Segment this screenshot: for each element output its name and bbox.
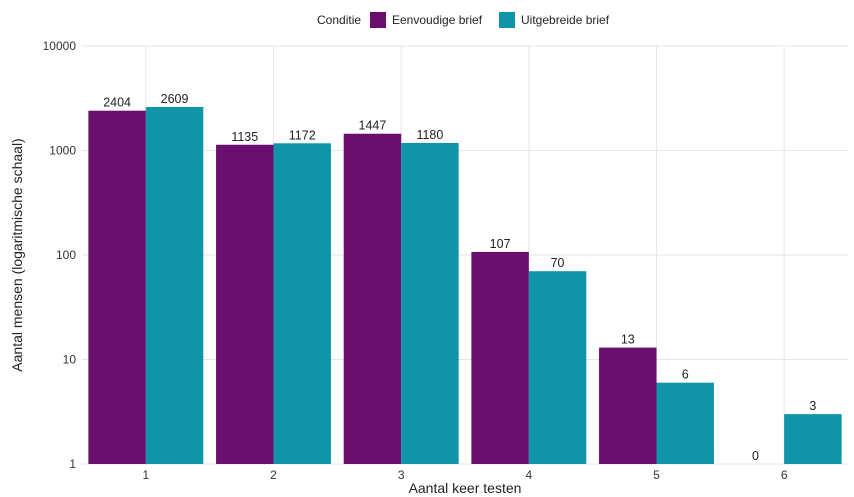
legend: Conditie Eenvoudige brief Uitgebreide br…: [317, 12, 610, 28]
bar-uitgebreide-5: [656, 382, 714, 464]
bar-eenvoudige-2: [216, 144, 274, 464]
bar-uitgebreide-6: [784, 414, 842, 464]
bar-value-label: 70: [551, 256, 565, 270]
x-tick-label: 5: [653, 468, 660, 482]
y-tick-label: 1: [69, 457, 76, 471]
legend-swatch-uitgebreide: [499, 12, 515, 28]
bar-uitgebreide-4: [528, 271, 587, 464]
x-axis-title: Aantal keer testen: [409, 480, 522, 496]
x-tick-label: 6: [781, 468, 788, 482]
bar-value-label: 2404: [103, 96, 131, 110]
x-tick-label: 3: [398, 468, 405, 482]
y-axis-title: Aantal mensen (logaritmische schaal): [9, 138, 25, 371]
bar-eenvoudige-4: [471, 251, 529, 464]
bar-value-label: 6: [682, 368, 689, 382]
bar-eenvoudige-5: [599, 347, 657, 464]
x-tick-label: 2: [270, 468, 277, 482]
y-tick-label: 10000: [43, 39, 77, 53]
bar-uitgebreide-2: [273, 143, 331, 464]
x-tick-label: 4: [525, 468, 532, 482]
legend-label-uitgebreide: Uitgebreide brief: [521, 13, 610, 27]
bar-value-label: 0: [752, 449, 759, 463]
x-tick-label: 1: [142, 468, 149, 482]
bar-value-label: 1447: [359, 119, 387, 133]
axes: 1 10 100 1000 10000 1 2 3 4 5 6: [43, 39, 788, 482]
bar-value-label: 1135: [231, 130, 258, 144]
legend-title: Conditie: [317, 13, 361, 27]
bar-value-label: 1180: [416, 128, 443, 142]
bar-eenvoudige-3: [343, 133, 402, 465]
bars: [88, 106, 842, 465]
bar-value-label: 13: [621, 333, 635, 347]
y-tick-label: 100: [56, 248, 76, 262]
bar-labels: 2404 1135 1447 107 13 0 2609 1172 1180 70 6 3: [103, 92, 816, 463]
bar-value-label: 2609: [161, 92, 189, 106]
bar-value-label: 3: [809, 399, 816, 413]
bar-uitgebreide-3: [401, 142, 459, 464]
legend-label-eenvoudige: Eenvoudige brief: [392, 13, 483, 27]
bar-eenvoudige-1: [88, 110, 146, 464]
bar-value-label: 107: [490, 237, 511, 251]
bar-uitgebreide-1: [145, 106, 204, 465]
legend-swatch-eenvoudige: [370, 12, 386, 28]
y-tick-label: 1000: [49, 144, 76, 158]
y-tick-label: 10: [63, 353, 77, 367]
bar-value-label: 1172: [289, 128, 316, 142]
